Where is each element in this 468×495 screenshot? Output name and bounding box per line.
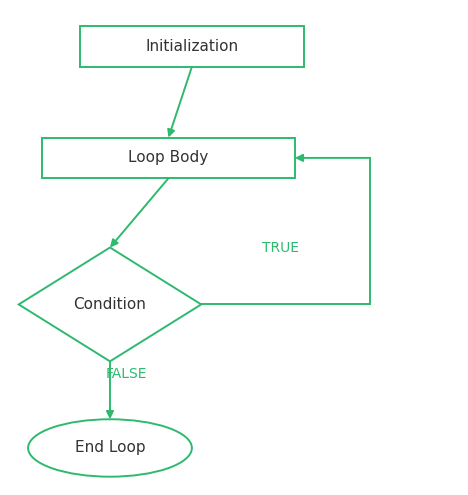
Text: FALSE: FALSE <box>106 367 147 381</box>
Text: Condition: Condition <box>73 297 146 312</box>
Polygon shape <box>19 248 201 361</box>
FancyBboxPatch shape <box>42 138 295 178</box>
Text: End Loop: End Loop <box>75 441 145 455</box>
Text: Initialization: Initialization <box>146 39 238 54</box>
FancyBboxPatch shape <box>80 26 304 67</box>
Text: Loop Body: Loop Body <box>128 150 209 165</box>
Ellipse shape <box>28 419 192 477</box>
Text: TRUE: TRUE <box>262 241 299 254</box>
